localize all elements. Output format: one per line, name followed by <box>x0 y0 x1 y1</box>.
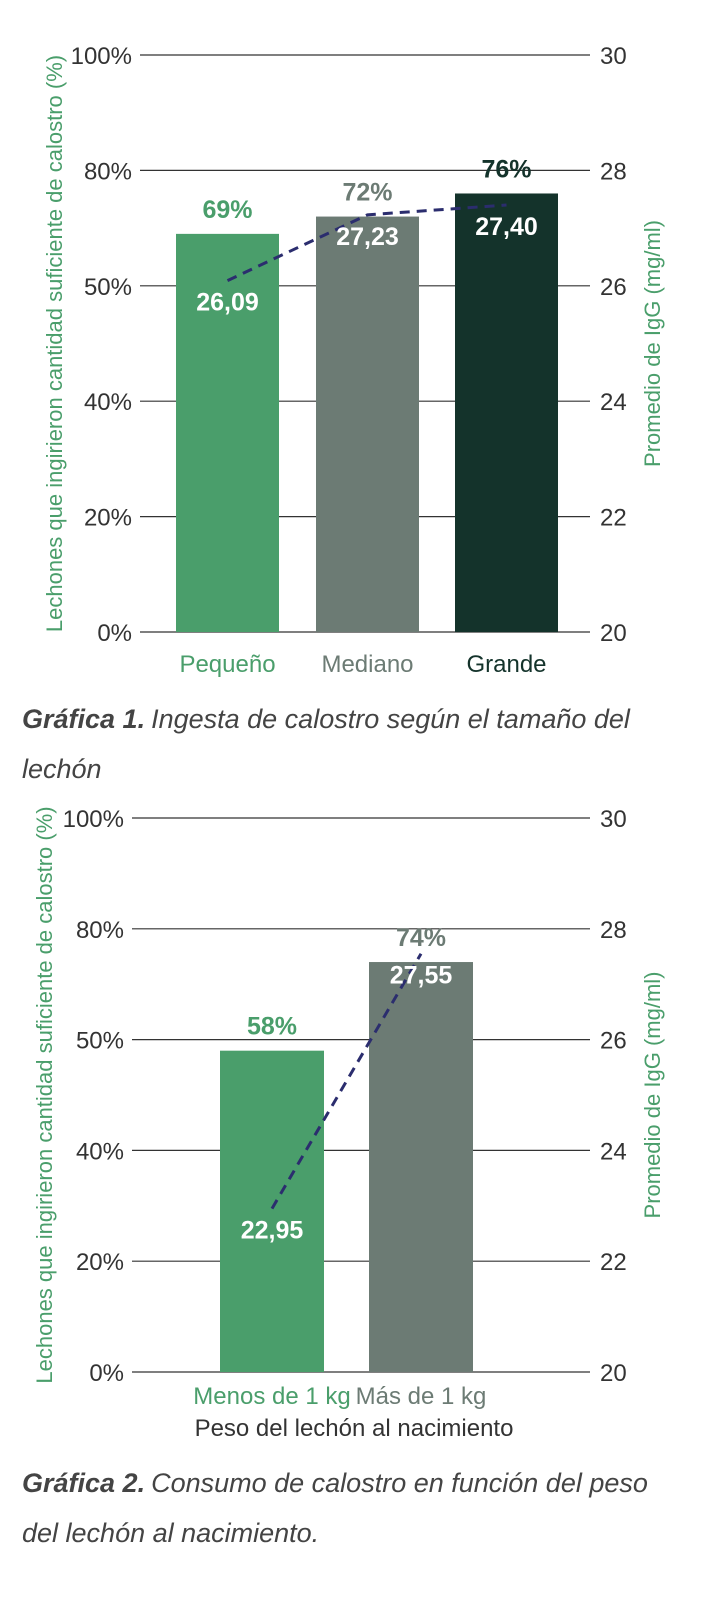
right-tick-label: 24 <box>600 389 627 416</box>
x-axis-label: Peso del lechón al nacimiento <box>195 1415 514 1442</box>
igg-line <box>226 203 507 282</box>
left-tick-label: 40% <box>76 1138 124 1165</box>
left-tick-label: 100% <box>63 806 124 833</box>
left-tick-label: 40% <box>84 389 132 416</box>
chart-2: 0% 20 20% 22 40% 24 50% 26 80% 28 100% 30 58% Menos d… <box>32 806 665 1442</box>
right-tick-label: 28 <box>600 158 627 185</box>
left-tick-label: 0% <box>97 620 132 647</box>
category-label: Grande <box>466 651 546 678</box>
igg-value-label: 22,95 <box>241 1217 304 1245</box>
left-tick-label: 80% <box>84 158 132 185</box>
category-label: Más de 1 kg <box>356 1383 487 1410</box>
left-axis-label: Lechones que ingirieron cantidad suficie… <box>32 806 57 1383</box>
caption-2-text: Consumo de calostro en función del peso … <box>22 1468 648 1548</box>
left-tick-label: 80% <box>76 917 124 944</box>
category-label: Menos de 1 kg <box>193 1383 350 1410</box>
left-tick-label: 0% <box>89 1360 124 1387</box>
igg-value-label: 27,23 <box>336 223 399 251</box>
right-tick-label: 28 <box>600 917 627 944</box>
bar <box>316 216 419 632</box>
bar <box>176 233 279 632</box>
caption-2-number: Gráfica 2. <box>22 1468 146 1498</box>
bar <box>455 193 558 633</box>
right-tick-label: 22 <box>600 1249 627 1276</box>
bar-value-label: 58% <box>247 1013 297 1041</box>
caption-1-text: Ingesta de calostro según el tamaño del … <box>22 704 630 784</box>
right-tick-label: 26 <box>600 1028 627 1055</box>
chart-1: 0% 20 20% 22 40% 24 50% 26 80% 28 100% 30 69% Pequeño… <box>42 43 665 678</box>
right-tick-label: 30 <box>600 43 627 70</box>
caption-2: Gráfica 2. Consumo de calostro en función… <box>22 1458 682 1558</box>
left-tick-label: 50% <box>76 1028 124 1055</box>
igg-line <box>270 952 423 1210</box>
caption-1: Gráfica 1. Ingesta de calostro según el t… <box>22 694 682 794</box>
right-tick-label: 24 <box>600 1138 627 1165</box>
right-tick-label: 30 <box>600 806 627 833</box>
igg-value-label: 27,55 <box>390 962 453 990</box>
bar-value-label: 69% <box>202 196 252 224</box>
left-tick-label: 20% <box>76 1249 124 1276</box>
igg-value-label: 26,09 <box>196 289 259 317</box>
right-tick-label: 20 <box>600 1360 627 1387</box>
bar-value-label: 72% <box>342 179 392 207</box>
category-label: Pequeño <box>179 651 275 678</box>
bar <box>220 1050 324 1372</box>
bar-value-label: 74% <box>396 924 446 952</box>
left-axis-label: Lechones que ingirieron cantidad suficie… <box>42 55 67 632</box>
bar-value-label: 76% <box>481 155 531 183</box>
right-tick-label: 22 <box>600 505 627 532</box>
bar <box>369 962 473 1372</box>
right-axis-label: Promedio de IgG (mg/ml) <box>640 972 665 1219</box>
caption-1-number: Gráfica 1. <box>22 704 146 734</box>
igg-value-label: 27,40 <box>475 213 538 241</box>
left-tick-label: 100% <box>71 43 132 70</box>
category-label: Mediano <box>321 651 413 678</box>
right-tick-label: 26 <box>600 274 627 301</box>
right-tick-label: 20 <box>600 620 627 647</box>
right-axis-label: Promedio de IgG (mg/ml) <box>640 220 665 467</box>
left-tick-label: 50% <box>84 274 132 301</box>
left-tick-label: 20% <box>84 505 132 532</box>
